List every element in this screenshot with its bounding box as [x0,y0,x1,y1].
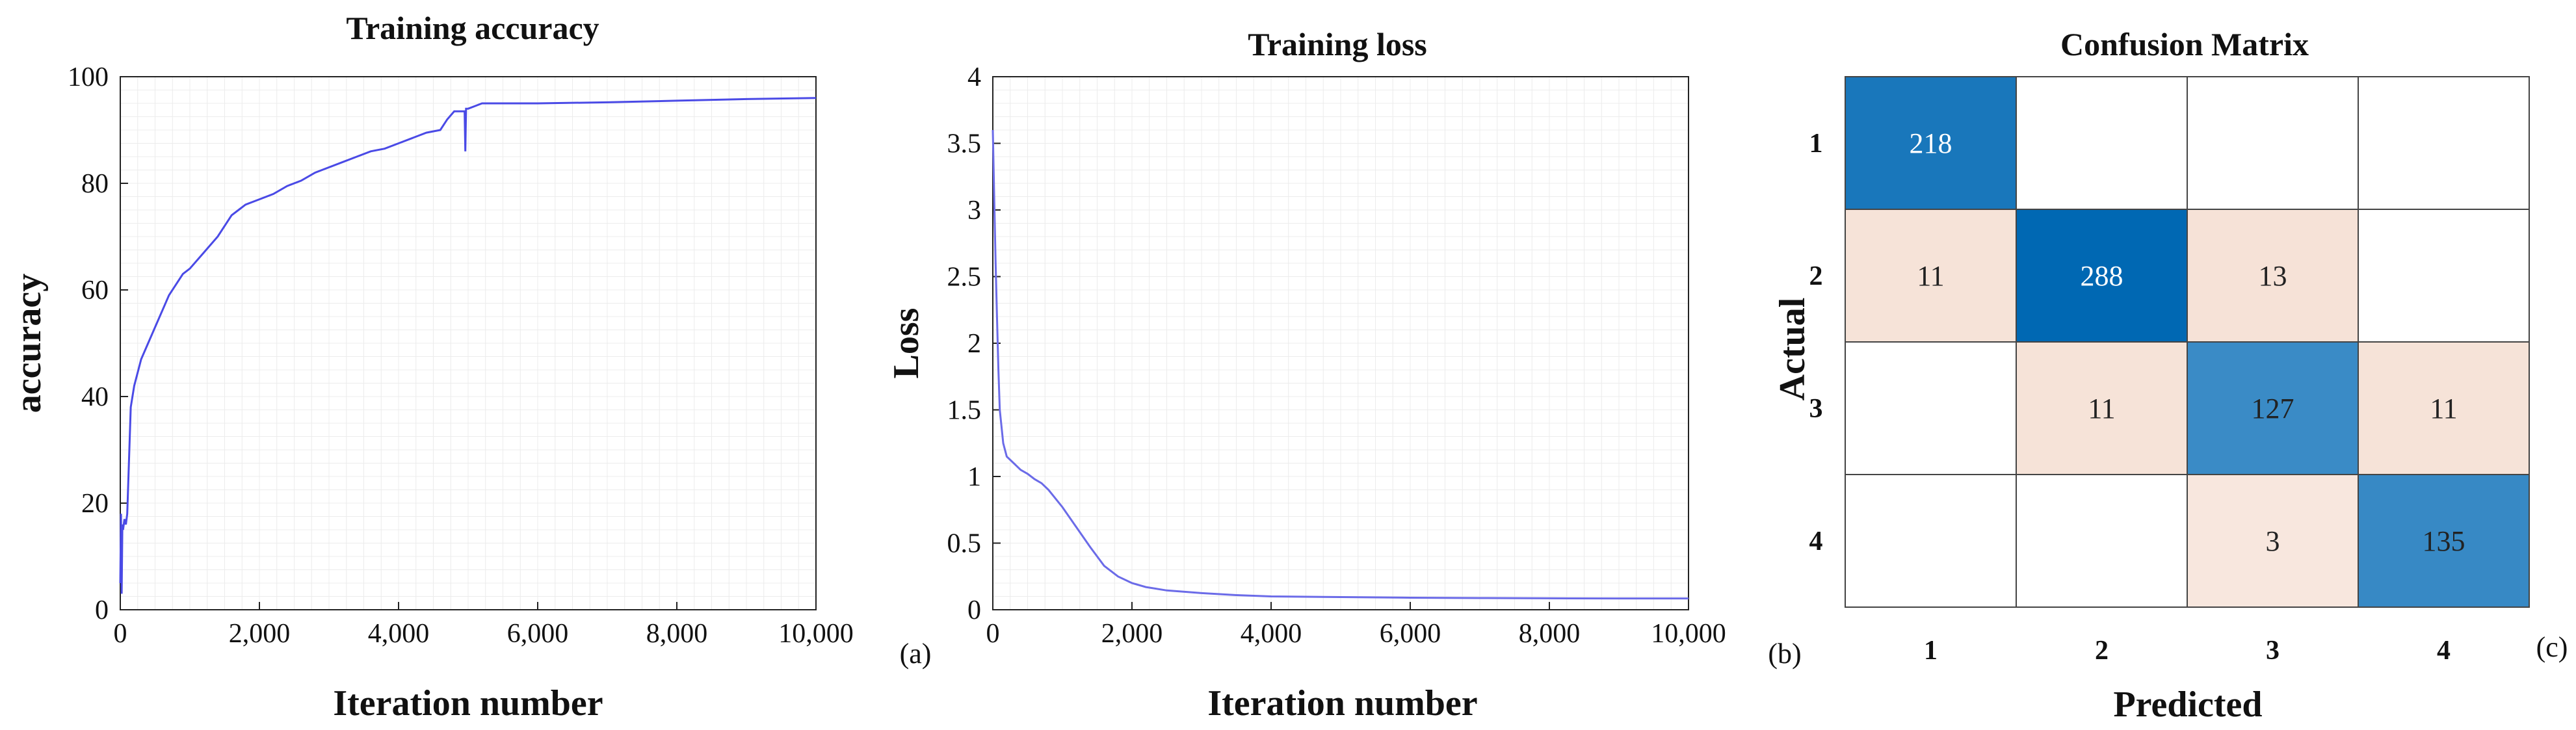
accuracy-x-axis-label: Iteration number [333,683,603,723]
matrix-cell-value: 3 [2266,525,2280,557]
predicted-class-label: 3 [2266,636,2280,666]
loss-y-axis-label: Loss [886,308,927,379]
loss-x-axis-label: Iteration number [1207,683,1477,723]
x-tick-label: 6,000 [507,619,569,649]
y-tick-label: 20 [81,489,109,519]
x-tick-label: 2,000 [1101,619,1163,649]
x-tick-label: 4,000 [368,619,430,649]
x-tick-label: 2,000 [229,619,291,649]
accuracy-grid [120,77,816,610]
actual-class-label: 2 [1809,261,1823,291]
confusion-matrix-y-axis-label: Actual [1772,298,1813,401]
panel-label-b: (b) [1768,638,1801,670]
y-tick-label: 40 [81,382,109,412]
matrix-cell-value: 11 [2430,393,2457,424]
matrix-cell [1845,341,2017,475]
y-tick-label: 100 [68,62,109,92]
x-tick-label: 0 [114,619,127,649]
loss-x-ticks: 0 2,000 4,000 6,000 8,000 10,000 [986,602,1726,649]
matrix-cell [2358,341,2530,475]
confusion-matrix-row-labels: 1 2 3 4 [1809,129,1823,556]
matrix-cell [2358,76,2530,210]
y-tick-label: 0 [967,595,981,625]
accuracy-series-line [119,97,817,594]
loss-chart-title: Training loss [1248,26,1427,62]
confusion-matrix-title: Confusion Matrix [2060,26,2309,62]
x-tick-label: 8,000 [646,619,708,649]
accuracy-plot-frame [120,76,817,610]
x-tick-label: 4,000 [1241,619,1302,649]
matrix-cell-value: 127 [2252,393,2294,424]
matrix-cell [2358,474,2530,608]
y-tick-label: 0 [95,595,109,625]
matrix-cell-value: 13 [2259,260,2287,292]
loss-y-ticks: 0 0.5 1 1.5 2 2.5 3 3.5 4 [947,62,1001,625]
matrix-cell [1845,76,2017,210]
accuracy-y-axis-label: accuracy [8,274,49,413]
matrix-cell-value: 135 [2423,525,2465,557]
y-tick-label: 80 [81,169,109,199]
accuracy-chart: Training accuracy 0 2,000 4,000 6,000 8,000 1… [8,10,854,723]
confusion-matrix-x-axis-label: Predicted [2113,684,2262,725]
y-tick-label: 2.5 [947,263,982,293]
y-tick-label: 4 [967,62,981,92]
panel-label-a: (a) [900,638,932,670]
loss-grid [993,77,1689,610]
matrix-cell-value: 218 [1910,127,1952,159]
loss-series-line [992,129,1689,600]
matrix-cell-value: 11 [1917,260,1944,292]
y-tick-label: 1.5 [947,396,982,426]
x-tick-label: 10,000 [1651,619,1726,649]
actual-class-label: 4 [1809,527,1823,556]
confusion-matrix-cells: 218 11 288 13 11 127 11 3 135 [1845,76,2530,608]
matrix-cell [2358,209,2530,343]
matrix-cell-value: 11 [2088,393,2115,424]
y-tick-label: 2 [967,329,981,359]
y-tick-label: 1 [967,462,981,492]
predicted-class-label: 4 [2437,636,2451,666]
matrix-cell [2187,474,2359,608]
predicted-class-label: 1 [1924,636,1938,666]
confusion-matrix-col-labels: 1 2 3 4 [1924,636,2451,666]
loss-chart: Training loss 0 2,000 4,000 6,000 8,000 10,00… [886,26,1726,723]
actual-class-label: 3 [1809,394,1823,424]
accuracy-chart-title: Training accuracy [346,10,599,46]
accuracy-x-ticks: 0 2,000 4,000 6,000 8,000 10,000 [114,602,854,649]
y-tick-label: 0.5 [947,529,982,559]
matrix-cell [1845,474,2017,608]
matrix-cell-value: 288 [2081,260,2123,292]
matrix-cell [2187,76,2359,210]
y-tick-label: 3 [967,196,981,226]
y-tick-label: 3.5 [947,129,982,159]
x-tick-label: 6,000 [1380,619,1441,649]
x-tick-label: 0 [986,619,1000,649]
y-tick-label: 60 [81,276,109,306]
matrix-cell [2187,209,2359,343]
x-tick-label: 10,000 [778,619,854,649]
matrix-cell [2016,209,2188,343]
actual-class-label: 1 [1809,129,1823,159]
predicted-class-label: 2 [2095,636,2109,666]
matrix-cell [2016,76,2188,210]
accuracy-y-ticks: 0 20 40 60 80 100 [68,62,128,625]
x-tick-label: 8,000 [1519,619,1581,649]
matrix-cell [2016,341,2188,475]
panel-label-c: (c) [2536,631,2568,663]
matrix-cell [2016,474,2188,608]
